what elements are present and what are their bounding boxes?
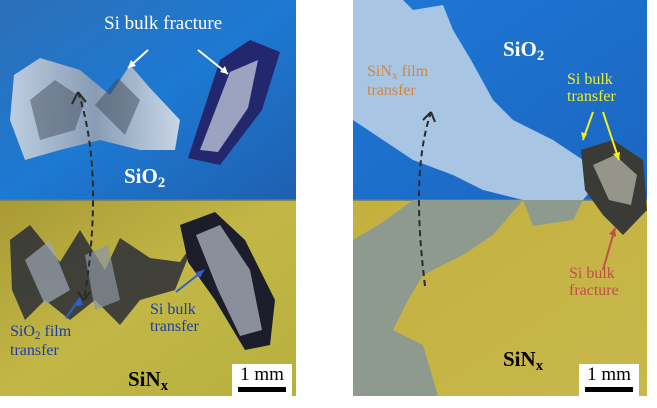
transfer-arrow — [417, 111, 432, 287]
exposed-film-top — [353, 0, 603, 200]
si-bulk-fracture-label: Si bulk fracture — [569, 265, 619, 299]
scale-bar-left: 1 mm — [232, 364, 292, 396]
scale-bar-right: 1 mm — [579, 364, 639, 396]
sinx-region-label: SiNx — [503, 347, 544, 375]
right-micrograph-image — [353, 0, 647, 396]
scale-bar-left-label: 1 mm — [240, 364, 284, 385]
si-bulk-transfer-label: Si bulk transfer — [150, 301, 199, 335]
sinx-region-label: SiNx — [128, 367, 169, 395]
si-bulk-transfer-label: Si bulk transfer — [567, 71, 616, 105]
left-micrograph: Si bulk fracture SiO2 SiO2 film transfer… — [0, 0, 296, 396]
scale-bar-right-label: 1 mm — [587, 364, 631, 385]
sio2-region-label: SiO2 — [124, 164, 166, 192]
transfer-arrow — [77, 91, 95, 301]
si-bulk-fracture-label: Si bulk fracture — [104, 13, 223, 34]
transferred-film-bottom — [353, 200, 523, 396]
right-micrograph: SiO2 SiNx film transfer Si bulk transfer… — [353, 0, 647, 396]
sio2-film-transfer-label: SiO2 film transfer — [10, 323, 72, 359]
left-micrograph-image — [0, 0, 296, 396]
sio2-region-label: SiO2 — [503, 37, 545, 65]
sinx-film-transfer-label: SiNx film transfer — [367, 63, 429, 99]
